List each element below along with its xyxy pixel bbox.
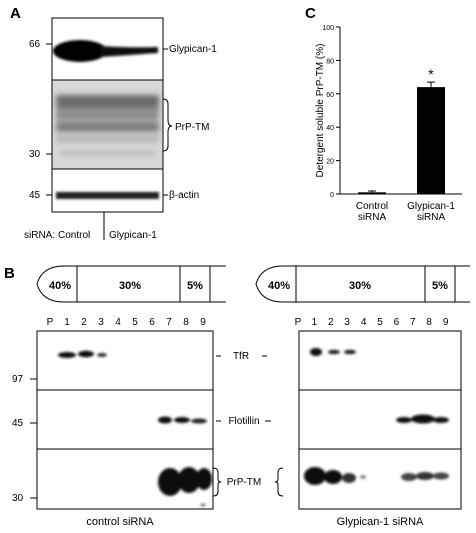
x-tick-label: siRNA [417, 212, 446, 223]
lane-number: 8 [183, 317, 189, 328]
y-axis-label: Detergent soluble PrP-TM (%) [315, 44, 326, 178]
lane-number: 9 [443, 317, 449, 328]
bars [358, 81, 445, 194]
x-tick-label: Control [356, 201, 388, 212]
lane-number: 3 [344, 317, 350, 328]
y-tick-label: 20 [326, 159, 334, 166]
lane-number: 2 [81, 317, 87, 328]
gradient-right-5: 5% [432, 280, 448, 292]
significance-star: * [428, 66, 434, 82]
lane-control: Control [58, 230, 90, 241]
bar [358, 192, 386, 194]
label-tfr: TfR [233, 351, 249, 362]
mw-30-b: 30 [12, 493, 24, 504]
lane-number: 3 [98, 317, 104, 328]
blot-left [36, 330, 214, 510]
prp-tm-bands-right [304, 467, 449, 485]
lane-number: 5 [377, 317, 383, 328]
prp-tm-bands [56, 95, 159, 156]
lane-number: 1 [312, 317, 318, 328]
caption-glypican-1-sirna: Glypican-1 siRNA [337, 516, 424, 528]
lane-number: P [295, 317, 302, 328]
x-tick-label: siRNA [358, 212, 387, 223]
bar [417, 87, 445, 194]
lane-number: 6 [149, 317, 155, 328]
sirna-prefix: siRNA: [24, 230, 55, 241]
label-glypican-1: Glypican-1 [169, 44, 217, 55]
lane-number: 2 [328, 317, 334, 328]
actin-band [56, 192, 159, 199]
glypican-band [53, 40, 158, 62]
y-tick-label: 100 [322, 25, 334, 32]
tfr-bands-right [310, 348, 356, 356]
y-tick-label: 0 [330, 192, 334, 199]
label-prp-tm-a: PrP-TM [175, 122, 209, 133]
lane-number: 7 [410, 317, 416, 328]
gradient-right-40: 40% [268, 280, 290, 292]
gradient-tube-left: 40% 30% 5% [36, 265, 226, 303]
flotillin-bands-right [396, 414, 449, 424]
gradient-left-40: 40% [49, 280, 71, 292]
lane-number: 8 [426, 317, 432, 328]
mw-45-b: 45 [12, 418, 24, 429]
panel-a-blot [51, 17, 164, 213]
blot-right [298, 330, 462, 510]
lane-number: 4 [361, 317, 367, 328]
x-tick-label: Glypican-1 [407, 201, 455, 212]
gradient-left-5: 5% [187, 280, 203, 292]
prp-tm-bands-left [158, 467, 212, 507]
y-ticks: 0 20 40 60 80 100 [322, 25, 340, 199]
lane-number: 4 [115, 317, 121, 328]
mw-97: 97 [12, 374, 24, 385]
lane-number: 6 [394, 317, 400, 328]
lane-number: 9 [200, 317, 206, 328]
lane-number: 5 [132, 317, 138, 328]
gradient-left-30: 30% [119, 280, 141, 292]
mw-45-a: 45 [29, 190, 41, 201]
y-tick-label: 80 [326, 58, 334, 65]
panel-b-letter: B [4, 265, 15, 282]
lane-glypican-1: Glypican-1 [109, 230, 157, 241]
mw-30-a: 30 [29, 149, 41, 160]
lane-number: P [47, 317, 54, 328]
gradient-tube-right: 40% 30% 5% [255, 265, 470, 303]
tfr-bands-left [58, 350, 107, 358]
flotillin-bands-left [158, 416, 207, 424]
lane-number: 7 [166, 317, 172, 328]
caption-control-sirna: control siRNA [86, 516, 154, 528]
y-tick-label: 40 [326, 125, 334, 132]
mw-66: 66 [29, 39, 41, 50]
label-prp-tm-b: PrP-TM [227, 477, 261, 488]
gradient-right-30: 30% [349, 280, 371, 292]
panel-a-letter: A [10, 5, 21, 22]
lane-number: 1 [64, 317, 70, 328]
label-flotillin: Flotillin [228, 416, 259, 427]
y-tick-label: 60 [326, 92, 334, 99]
label-beta-actin: β-actin [169, 190, 199, 201]
panel-c-letter: C [305, 5, 316, 22]
